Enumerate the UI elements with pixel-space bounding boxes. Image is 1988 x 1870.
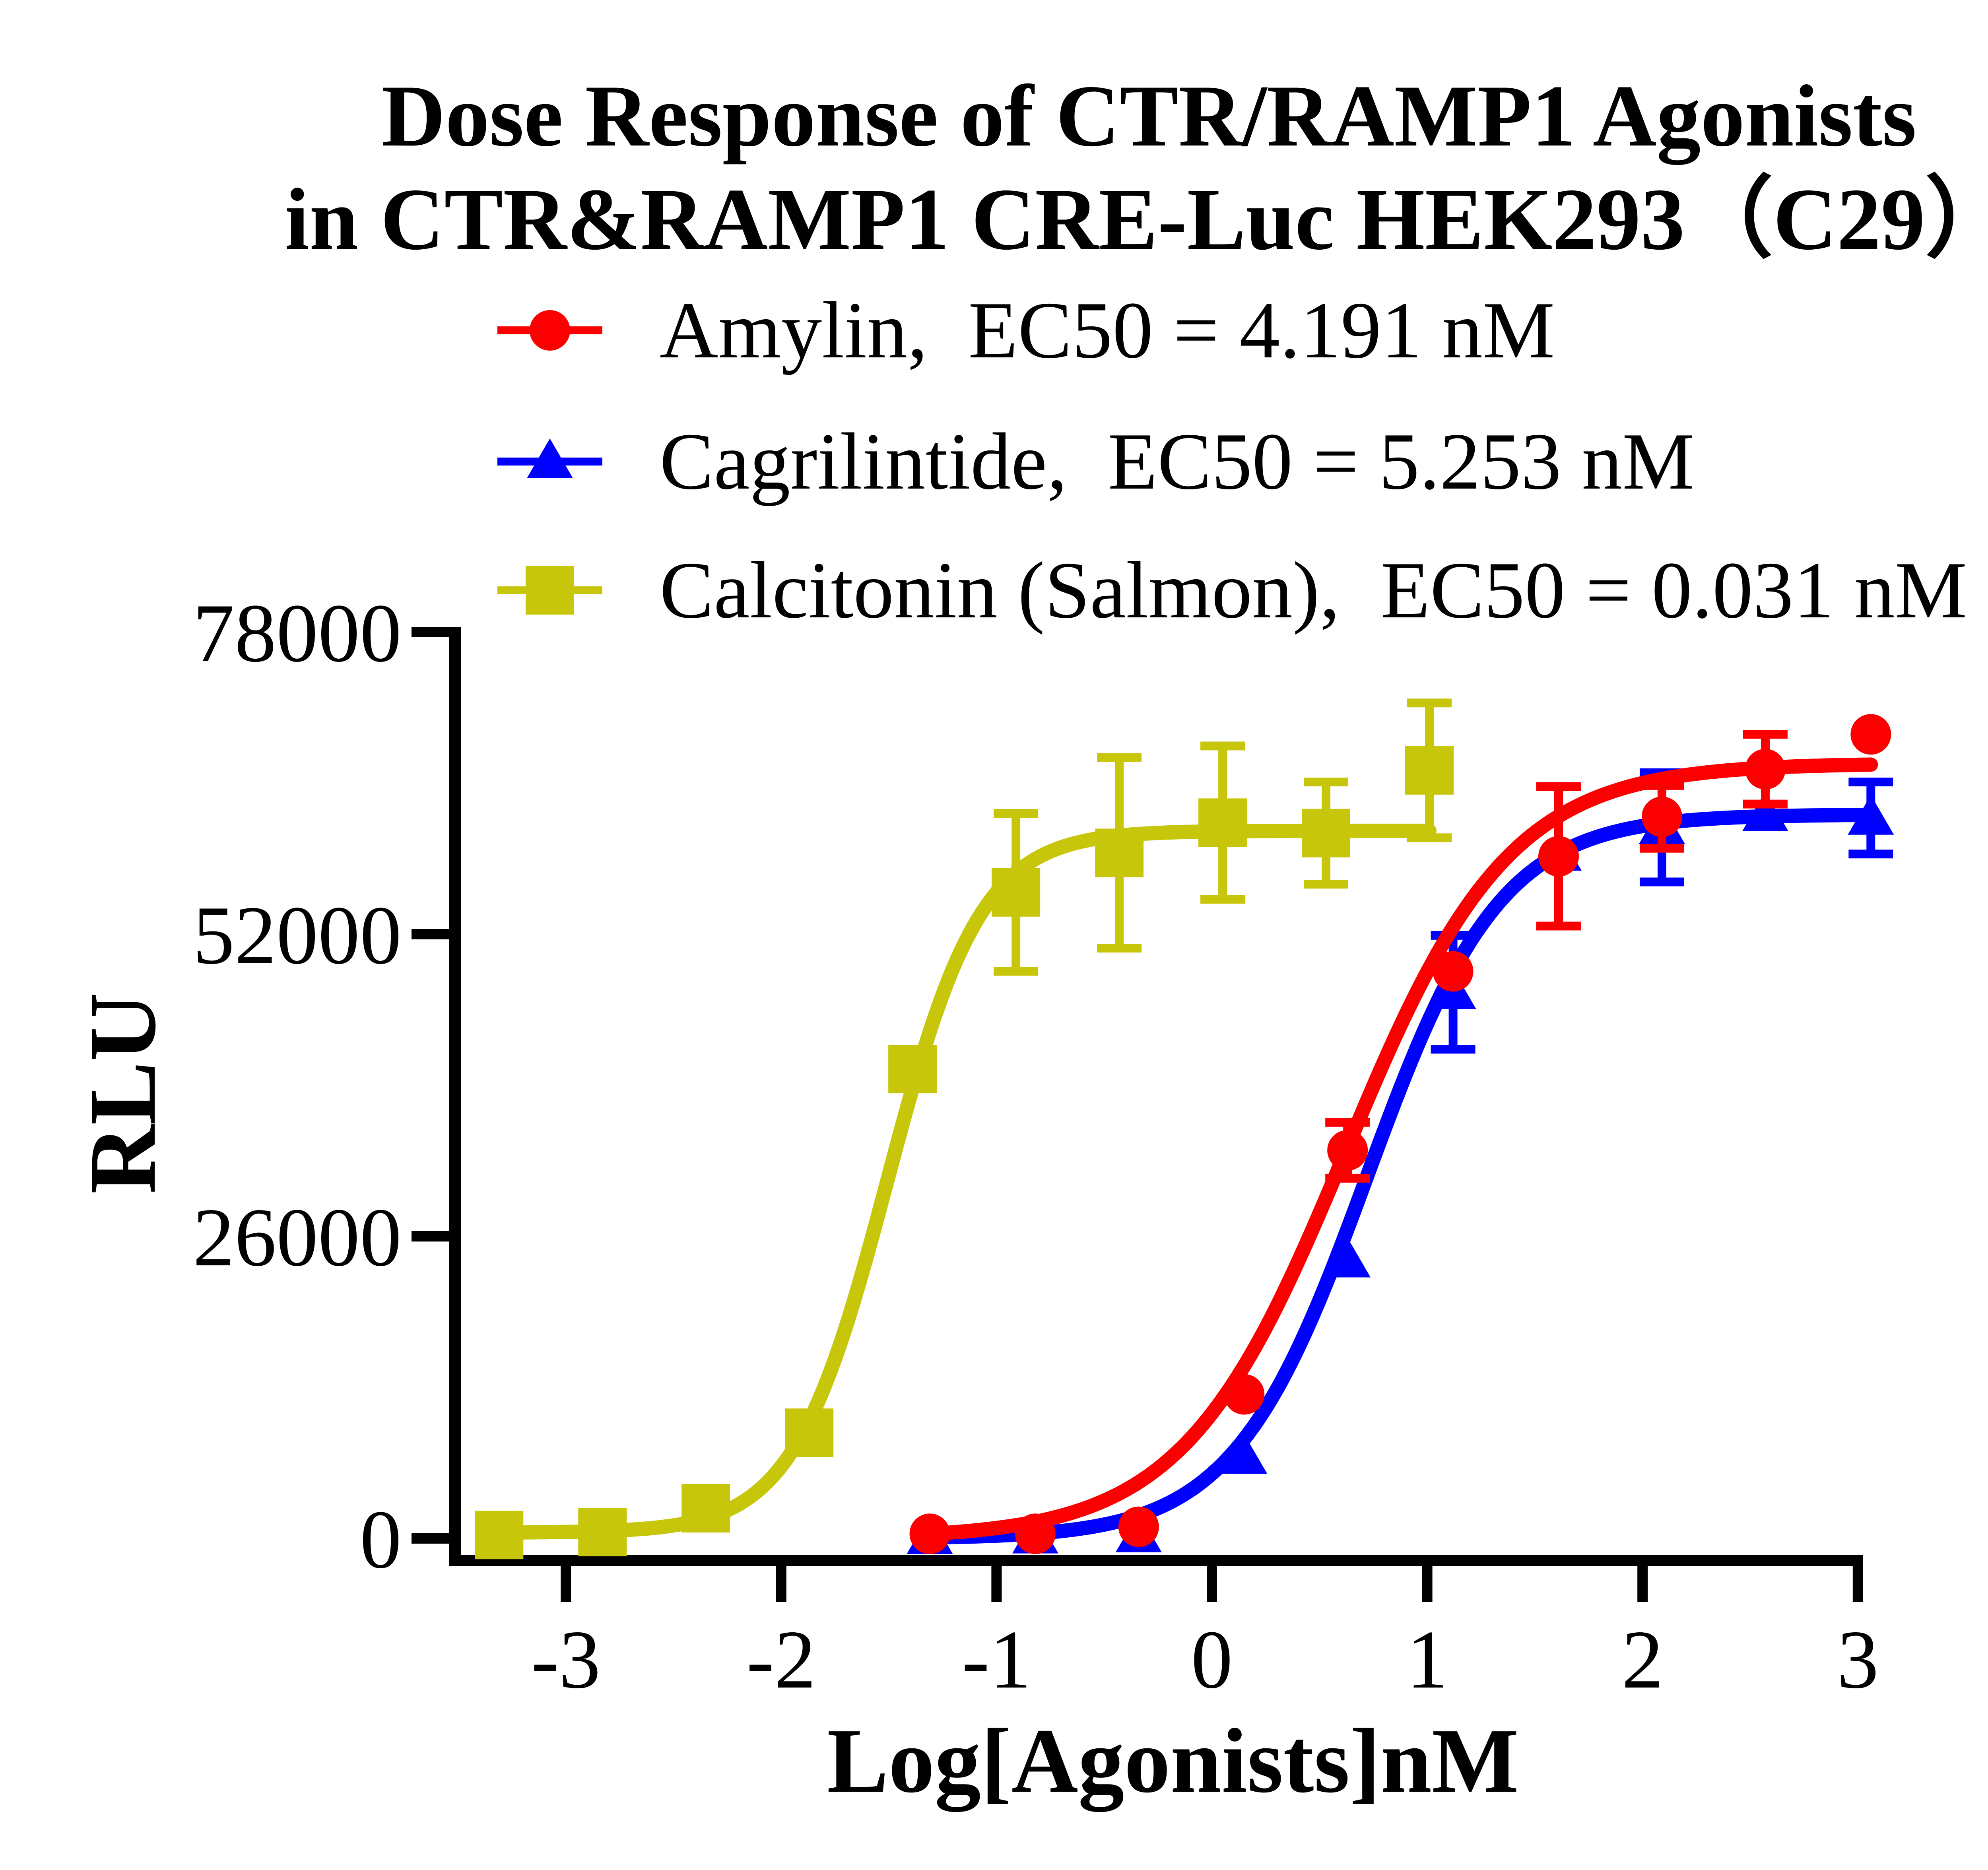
fit-curve (922, 807, 1878, 1545)
x-tick-label: 3 (1837, 1614, 1879, 1706)
legend-marker-shape (530, 310, 570, 351)
data-point (1742, 791, 1788, 831)
legend-marker-shape (527, 438, 573, 478)
series-amylin (909, 714, 1891, 1554)
legend-item-calcitonin: Calcitonin (Salmon), EC50 = 0.031 nM (497, 547, 1967, 634)
y-tick-label: 26000 (193, 1191, 402, 1284)
legend-label-amylin: Amylin, EC50 = 4.191 nM (660, 285, 1555, 375)
x-tick-label: -2 (746, 1614, 816, 1706)
legend-marker-shape (526, 566, 574, 615)
data-point (1302, 809, 1351, 857)
x-tick-label: 1 (1406, 1614, 1448, 1706)
chart-title: Dose Response of CTR/RAMP1 Agonists in C… (205, 64, 1988, 271)
y-tick-label: 78000 (193, 587, 402, 679)
data-point (1641, 796, 1682, 837)
legend-item-cagrilintide: Cagrilintide, EC50 = 5.253 nM (497, 418, 1695, 505)
x-tick-label: -3 (531, 1614, 601, 1706)
data-point (1433, 951, 1474, 992)
data-point (1118, 1506, 1159, 1547)
chart-title-line1: Dose Response of CTR/RAMP1 Agonists (381, 67, 1917, 165)
legend-marker-cagrilintide (497, 438, 602, 478)
data-point (888, 1045, 937, 1094)
data-point (1324, 1238, 1371, 1278)
x-tick-label: 2 (1622, 1614, 1664, 1706)
data-point (1198, 798, 1247, 847)
fit-curve (922, 757, 1878, 1541)
x-tick-label: -1 (962, 1614, 1031, 1706)
data-point (992, 868, 1041, 917)
legend-marker-amylin (497, 310, 602, 351)
y-axis-title: RLU (70, 992, 175, 1194)
legend-label-cagrilintide: Cagrilintide, EC50 = 5.253 nM (660, 417, 1695, 506)
data-point (1848, 795, 1894, 835)
data-point (1327, 1130, 1368, 1171)
series-calcitonin-salmon- (475, 698, 1454, 1560)
series-cagrilintide (907, 768, 1894, 1554)
y-tick-label: 0 (360, 1494, 402, 1586)
y-tick-label: 52000 (193, 889, 402, 982)
data-point (475, 1511, 524, 1560)
legend-marker-calcitonin (497, 566, 602, 615)
data-point (1850, 714, 1891, 755)
legend-label-calcitonin: Calcitonin (Salmon), EC50 = 0.031 nM (660, 545, 1967, 635)
data-point (1221, 1434, 1268, 1474)
data-point (909, 1513, 950, 1554)
data-point (578, 1507, 627, 1556)
fit-curve (492, 823, 1437, 1540)
data-point (785, 1408, 834, 1457)
data-point (1745, 749, 1786, 790)
legend-item-amylin: Amylin, EC50 = 4.191 nM (497, 287, 1555, 374)
data-point (1538, 836, 1579, 877)
data-point (1095, 828, 1144, 877)
data-point (1015, 1513, 1056, 1554)
chart-title-line2: in CTR&RAMP1 CRE-Luc HEK293（C29） (285, 171, 1988, 268)
x-tick-label: 0 (1191, 1614, 1233, 1706)
data-point (1224, 1374, 1265, 1415)
data-point (681, 1484, 730, 1532)
x-axis-title: Log[Agonists]nM (827, 1710, 1519, 1812)
data-point (1405, 746, 1454, 795)
